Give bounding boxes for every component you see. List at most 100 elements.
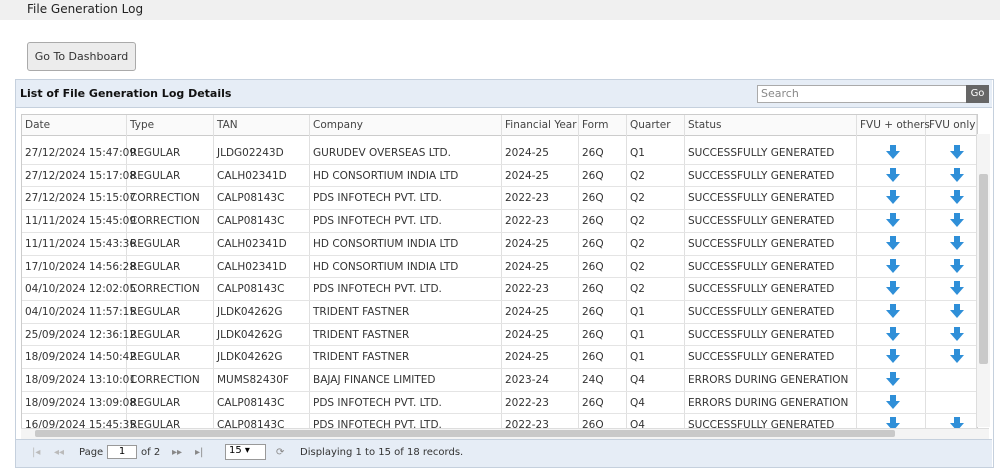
table-cell: CALP08143C	[217, 419, 285, 429]
horizontal-scrollbar[interactable]	[21, 428, 989, 439]
download-icon[interactable]	[886, 326, 900, 341]
table-cell: CALP08143C	[217, 215, 285, 228]
search-button[interactable]: Go	[966, 85, 989, 103]
download-icon[interactable]	[950, 326, 964, 341]
download-icon[interactable]	[886, 349, 900, 364]
download-icon[interactable]	[950, 235, 964, 250]
table-cell: 2022-23	[505, 215, 549, 228]
table-cell: 27/12/2024 15:17:08	[25, 169, 137, 182]
table-cell: Q4	[630, 396, 645, 409]
dashboard-button[interactable]: Go To Dashboard	[27, 42, 136, 71]
last-page[interactable]: ▸|	[195, 447, 204, 458]
row-separator	[22, 413, 977, 415]
table-cell: 26Q	[582, 237, 604, 250]
download-arrow[interactable]	[886, 235, 900, 250]
table-cell: Q4	[630, 374, 645, 386]
scroll-thumb[interactable]	[35, 430, 895, 437]
download-arrow[interactable]	[886, 394, 900, 409]
download-icon[interactable]	[950, 303, 964, 318]
download-icon[interactable]	[886, 190, 900, 205]
table-cell: MUMS82430F	[217, 374, 289, 386]
table-cell: JLDK04262G	[217, 351, 283, 364]
column-header: Date	[25, 119, 51, 131]
download-arrow[interactable]	[886, 167, 900, 182]
download-arrow[interactable]	[950, 167, 964, 182]
download-icon[interactable]	[886, 258, 900, 273]
download-icon[interactable]	[950, 258, 964, 273]
table-cell: CALH02341D	[217, 260, 287, 273]
record-info: Displaying 1 to 15 of 18 records.	[300, 447, 464, 458]
search-input[interactable]: Search	[757, 85, 968, 103]
download-icon[interactable]	[886, 145, 900, 159]
download-icon[interactable]	[950, 281, 964, 296]
download-icon[interactable]	[950, 349, 964, 364]
download-arrow[interactable]	[886, 303, 900, 318]
next-page[interactable]: ▸▸	[172, 447, 183, 458]
download-arrow[interactable]	[886, 349, 900, 364]
download-arrow[interactable]	[950, 145, 964, 159]
refresh[interactable]: ⟳	[276, 447, 285, 458]
download-arrow[interactable]	[950, 235, 964, 250]
page-input[interactable]: 1	[107, 445, 137, 459]
table-cell: SUCCESSFULLY GENERATED	[688, 328, 835, 341]
download-arrow[interactable]	[886, 326, 900, 341]
page-label: Page	[79, 447, 104, 458]
row-separator	[22, 254, 977, 256]
column-header: Form	[582, 119, 609, 131]
download-arrow[interactable]	[886, 213, 900, 228]
scroll-thumb[interactable]	[979, 174, 988, 364]
table-cell: REGULAR	[130, 147, 181, 159]
page-count: of 2	[141, 447, 161, 458]
download-arrow[interactable]	[950, 258, 964, 273]
table-cell: REGULAR	[130, 328, 181, 341]
download-icon[interactable]	[886, 213, 900, 228]
download-icon[interactable]	[886, 281, 900, 296]
download-arrow[interactable]	[950, 281, 964, 296]
download-icon[interactable]	[886, 167, 900, 182]
download-arrow[interactable]	[886, 417, 900, 429]
download-icon[interactable]	[950, 213, 964, 228]
row-separator	[22, 231, 977, 233]
table-cell: BAJAJ FINANCE LIMITED	[313, 374, 436, 386]
download-icon[interactable]	[950, 417, 964, 429]
vertical-scrollbar[interactable]	[976, 134, 990, 427]
table-cell: CORRECTION	[130, 283, 200, 296]
download-icon[interactable]	[886, 372, 900, 386]
column-header: FVU + others	[860, 119, 930, 131]
download-icon[interactable]	[950, 167, 964, 182]
download-icon[interactable]	[950, 145, 964, 159]
page-size[interactable]: 15 ▾	[225, 444, 266, 460]
download-arrow[interactable]	[950, 213, 964, 228]
column-separator	[578, 115, 579, 428]
download-arrow[interactable]	[950, 190, 964, 205]
download-icon[interactable]	[886, 417, 900, 429]
panel-title: List of File Generation Log Details	[20, 87, 232, 100]
download-icon[interactable]	[950, 190, 964, 205]
download-arrow[interactable]	[950, 349, 964, 364]
table-cell: 26Q	[582, 351, 604, 364]
download-icon[interactable]	[886, 394, 900, 409]
download-arrow[interactable]	[886, 258, 900, 273]
column-header: Company	[313, 119, 363, 131]
table-cell: 18/09/2024 13:09:08	[25, 396, 137, 409]
download-icon[interactable]	[886, 303, 900, 318]
table-cell: 2024-25	[505, 260, 549, 273]
download-arrow[interactable]	[886, 281, 900, 296]
download-arrow[interactable]	[886, 145, 900, 159]
download-arrow[interactable]	[950, 303, 964, 318]
table-cell: 26Q	[582, 260, 604, 273]
table-cell: 26Q	[582, 169, 604, 182]
column-header: Financial Year	[505, 119, 577, 131]
download-arrow[interactable]	[950, 417, 964, 429]
download-arrow[interactable]	[950, 326, 964, 341]
column-header: Type	[130, 119, 155, 131]
download-arrow[interactable]	[886, 372, 900, 386]
first-page[interactable]: |◂	[32, 447, 41, 458]
table-cell: 25/09/2024 12:36:12	[25, 328, 137, 341]
download-arrow[interactable]	[886, 190, 900, 205]
download-icon[interactable]	[886, 235, 900, 250]
table-cell: Q1	[630, 305, 645, 318]
table-cell: TRIDENT FASTNER	[313, 305, 410, 318]
prev-page[interactable]: ◂◂	[54, 447, 65, 458]
table-cell: 26Q	[582, 328, 604, 341]
